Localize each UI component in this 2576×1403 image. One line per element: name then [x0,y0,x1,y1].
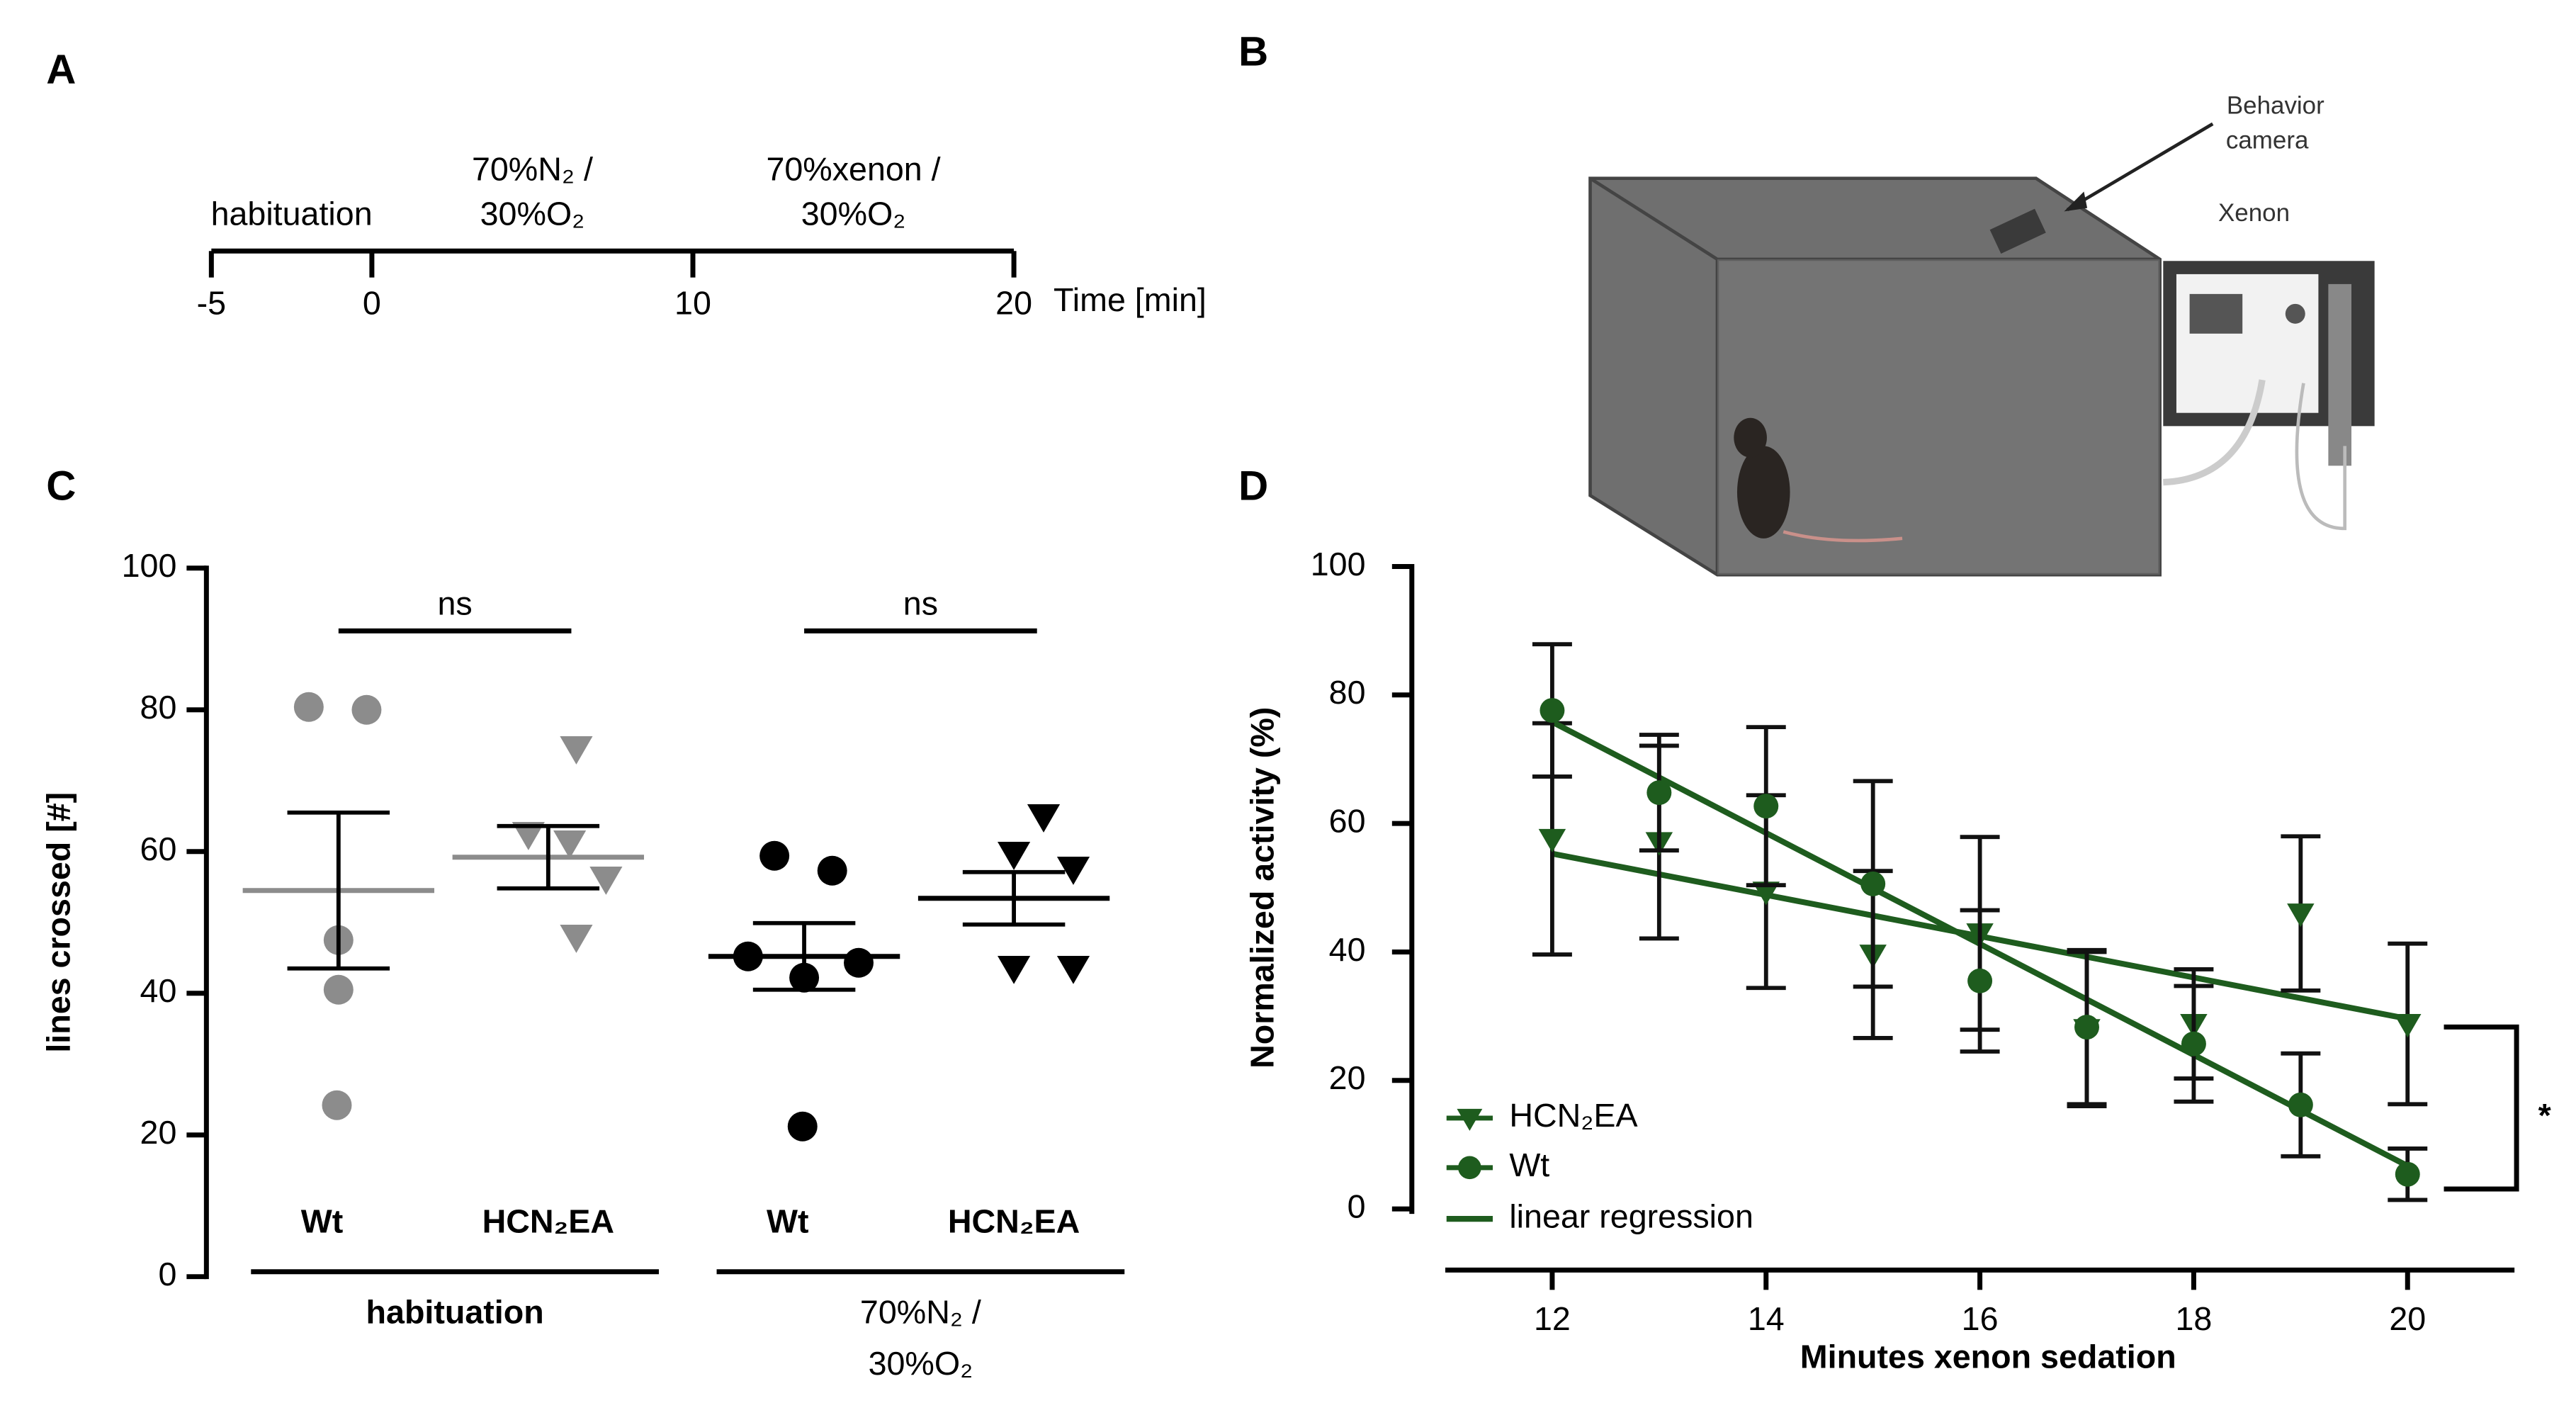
tube [2295,383,2347,531]
illustration: Behavior camera Xenon [1588,92,2375,577]
significance-label: * [2538,1097,2552,1134]
point [1056,955,1090,984]
group-label: Wt [301,1202,344,1239]
y-tick-label: 80 [1329,674,1366,711]
point [560,736,593,765]
legend-label: Wt [1509,1146,1549,1183]
point [560,924,593,953]
phase-label: 70%N₂ / [472,151,593,188]
point [817,855,847,886]
camera-label: Behavior [2227,92,2324,120]
x-axis-label: Time [min] [1053,281,1207,318]
point [1540,698,1565,723]
point [1027,804,1061,833]
device-knob [2285,303,2305,324]
arrow-head [2064,191,2088,212]
point [2395,1161,2420,1187]
point [787,1111,818,1142]
y-tick-label: 60 [1329,802,1366,839]
y-axis-label: lines crossed [#] [40,792,77,1053]
camera [1989,208,2046,254]
panel-letter: C [46,463,76,509]
point [1860,871,1886,896]
panel-letter: A [46,47,76,93]
point [1056,856,1090,885]
x-tick-label: 10 [674,285,711,322]
group-label: HCN₂EA [948,1202,1080,1239]
device-label: Xenon [2218,199,2290,227]
point [998,955,1031,984]
group-label: HCN₂EA [482,1202,614,1239]
mouse [1736,446,1790,539]
x-tick-label: -5 [197,285,226,322]
y-tick-label: 0 [1348,1188,1366,1224]
point [1967,968,1993,993]
point [351,694,382,725]
phase-label: 30%O₂ [801,196,906,232]
legend-label: linear regression [1509,1198,1753,1234]
point [2181,1031,2206,1057]
cage-front [1717,259,2160,575]
significance-bracket [2444,1024,2519,1192]
y-tick-label: 60 [140,830,177,867]
point [1458,1156,1481,1180]
x-tick-label: 20 [2389,1300,2426,1337]
y-tick-label: 40 [1329,931,1366,968]
x-tick-label: 20 [995,285,1032,322]
x-tick-label: 12 [1534,1300,1571,1337]
phase-label: 70%xenon / [766,151,940,188]
point [293,692,324,722]
point [1753,794,1779,819]
phase-label: habituation [211,196,373,232]
point [2288,1092,2313,1117]
point [759,840,790,871]
panel-letter: D [1238,463,1268,509]
legend-label: HCN₂EA [1509,1097,1637,1134]
mouse-tail [1783,530,1903,543]
group-label: Wt [767,1202,809,1239]
mouse-head [1734,417,1767,458]
point [2074,1015,2099,1040]
camera-label: camera [2226,127,2309,154]
y-tick-label: 80 [140,689,177,726]
x-tick-label: 14 [1748,1300,1785,1337]
point [1646,780,1672,806]
y-tick-label: 20 [140,1114,177,1151]
y-tick-label: 100 [122,547,177,584]
y-tick-label: 0 [158,1256,176,1292]
significance-label: ns [903,585,938,622]
point [322,1090,352,1120]
arrow [2066,122,2214,212]
significance-label: ns [438,585,473,622]
point [2394,1014,2422,1038]
tube [2163,379,2266,486]
condition-label: 30%O₂ [869,1345,973,1382]
point [1538,828,1566,853]
point [1752,881,1780,906]
panel-letter: B [1238,28,1268,74]
point [589,866,623,895]
y-tick-label: 20 [1329,1059,1366,1096]
flowmeter [2328,283,2352,466]
point [2287,903,2315,928]
x-tick-label: 18 [2175,1300,2212,1337]
device-screen [2189,293,2243,334]
y-axis-label: Normalized activity (%) [1244,707,1281,1069]
point [844,947,874,978]
point [1457,1108,1483,1131]
y-tick-label: 100 [1311,546,1366,582]
condition-label: habituation [366,1294,544,1331]
point [323,974,354,1005]
point [998,841,1031,870]
phase-label: 30%O₂ [480,196,585,232]
y-tick-label: 40 [140,972,177,1009]
point [553,830,587,859]
x-axis-label: Minutes xenon sedation [1800,1339,2176,1375]
condition-label: 70%N₂ / [860,1294,981,1331]
point [512,821,545,850]
x-tick-label: 16 [1962,1300,1999,1337]
x-tick-label: 0 [363,285,381,322]
